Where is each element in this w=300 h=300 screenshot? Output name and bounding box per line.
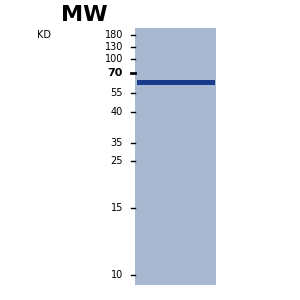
Text: 35: 35 — [111, 138, 123, 148]
Text: MW: MW — [61, 4, 107, 25]
Text: 25: 25 — [110, 156, 123, 166]
Text: 180: 180 — [105, 30, 123, 40]
FancyBboxPatch shape — [136, 80, 214, 85]
Text: KD: KD — [37, 30, 51, 40]
Text: 15: 15 — [111, 203, 123, 213]
Text: 55: 55 — [110, 88, 123, 98]
FancyBboxPatch shape — [135, 28, 216, 285]
Text: 10: 10 — [111, 270, 123, 280]
Text: 40: 40 — [111, 107, 123, 117]
Text: 130: 130 — [105, 42, 123, 52]
Text: 100: 100 — [105, 54, 123, 64]
Text: 70: 70 — [108, 68, 123, 78]
